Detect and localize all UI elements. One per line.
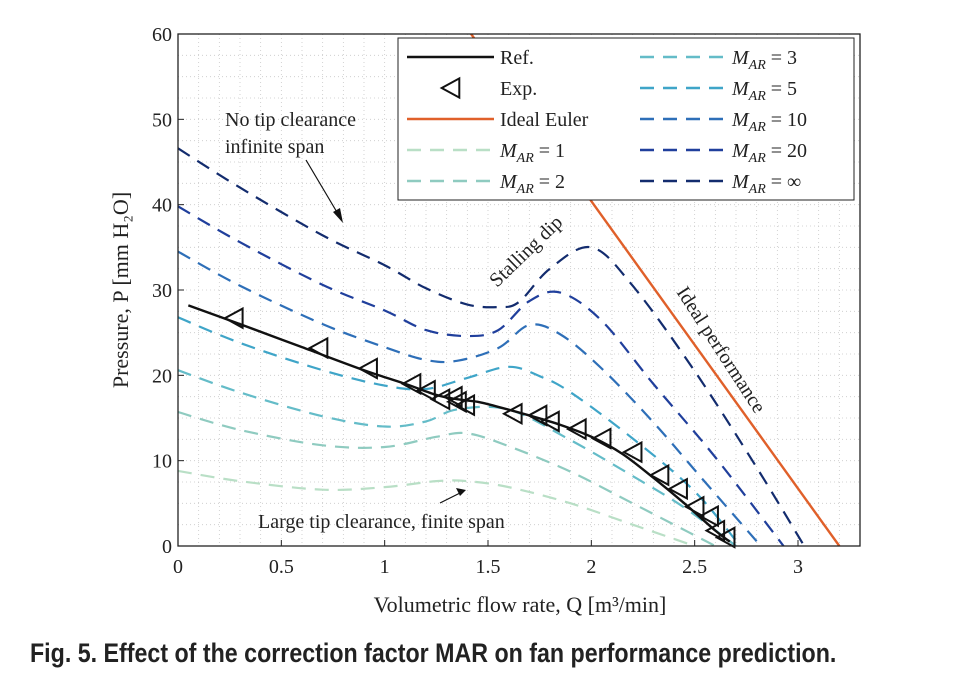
legend-label-m-ar-3: MAR = 3	[731, 47, 797, 73]
exp-marker	[222, 306, 244, 330]
y-tick-label: 40	[152, 195, 172, 217]
x-tick-label: 0	[173, 556, 183, 578]
y-tick-label: 30	[152, 280, 172, 302]
series-line-m-ar-10	[178, 250, 762, 546]
series-line-m-ar-2	[178, 410, 716, 546]
y-tick-label: 10	[152, 451, 172, 473]
exp-marker	[454, 393, 476, 417]
legend-label-m-ar-5: MAR = 5	[731, 78, 797, 104]
series-line-m-ar-inf	[178, 147, 806, 546]
annotation-no-tip-line2: infinite span	[225, 136, 324, 158]
series-layer	[178, 34, 841, 546]
exp-marker	[667, 477, 688, 501]
exp-marker	[400, 372, 422, 396]
legend-label-m-ar-2: MAR = 2	[499, 171, 565, 197]
annotation-no-tip-line1: No tip clearance	[225, 109, 356, 131]
series-line-m-ar-5	[178, 316, 741, 546]
series-line-m-ar-1	[178, 469, 696, 546]
x-tick-label: 1	[380, 556, 390, 578]
annotation-large-tip-arrow	[439, 491, 463, 504]
annotation-large-tip-text: Large tip clearance, finite span	[258, 511, 505, 533]
legend: Ref. Exp. Ideal Euler MAR = 1 MAR = 2 MAR = 3…	[397, 37, 855, 201]
exp-marker	[683, 495, 705, 519]
exp-marker	[357, 357, 378, 380]
exp-marker	[539, 410, 560, 433]
legend-label-exp: Exp.	[500, 78, 537, 100]
exp-marker	[704, 519, 726, 542]
legend-label-m-ar-20: MAR = 20	[731, 140, 807, 166]
y-tick-label: 60	[152, 24, 172, 46]
exp-marker	[441, 385, 463, 408]
exp-marker	[526, 404, 548, 427]
x-tick-label: 2	[586, 556, 596, 578]
legend-label-m-ar-10: MAR = 10	[731, 109, 807, 135]
x-tick-label: 2.5	[682, 556, 707, 578]
exp-marker	[590, 427, 612, 450]
markers-layer	[222, 306, 736, 549]
exp-marker	[501, 402, 523, 426]
x-tick-label: 0.5	[269, 556, 294, 578]
legend-label-m-ar-inf: MAR = ∞	[731, 171, 801, 197]
x-axis-label: Volumetric flow rate, Q [m³/min]	[374, 592, 667, 617]
exp-marker	[698, 504, 719, 528]
exp-marker	[621, 440, 643, 464]
exp-marker	[415, 379, 436, 402]
legend-label-ref: Ref.	[500, 47, 534, 69]
y-tick-label: 20	[152, 365, 172, 387]
legend-swatch-exp	[439, 76, 461, 100]
exp-marker	[648, 463, 670, 487]
series-line-ref	[187, 304, 731, 543]
annotation-large-tip: Large tip clearance, finite span	[258, 488, 505, 533]
figure-caption: Fig. 5. Effect of the correction factor …	[30, 638, 837, 668]
x-tick-label: 3	[793, 556, 803, 578]
annotation-no-tip-arrowhead	[333, 208, 343, 223]
series-line-m-ar-20	[178, 205, 785, 546]
exp-marker	[307, 336, 329, 360]
exp-marker	[714, 526, 736, 549]
legend-label-ideal-euler: Ideal Euler	[500, 109, 589, 131]
y-tick-label: 50	[152, 109, 172, 131]
annotation-large-tip-arrowhead	[456, 488, 466, 496]
exp-marker	[565, 417, 587, 441]
y-axis-label: Pressure, P [mm H₂O]	[108, 192, 133, 388]
annotation-no-tip-arrow	[305, 159, 342, 220]
y-tick-label: 0	[162, 536, 172, 558]
annotation-no-tip: No tip clearance infinite span	[225, 109, 356, 223]
legend-label-m-ar-1: MAR = 1	[499, 140, 565, 166]
series-line-m-ar-3	[178, 369, 737, 546]
x-tick-label: 1.5	[476, 556, 501, 578]
